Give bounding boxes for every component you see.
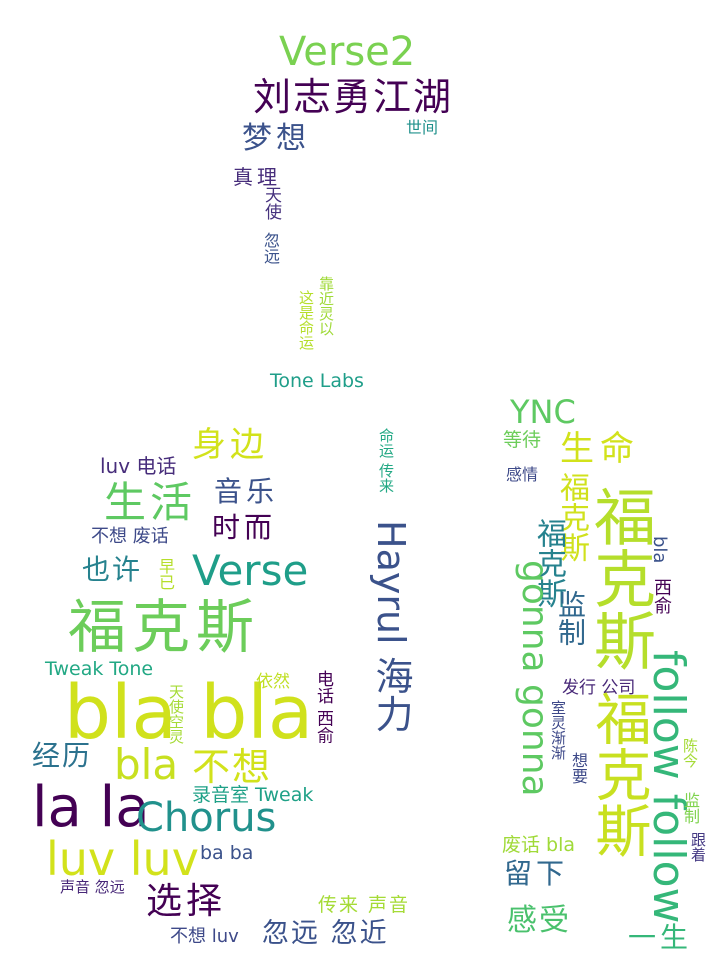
word-want: 想要 xyxy=(569,752,588,784)
word-spirit-gradual: 室灵渐渐 xyxy=(549,700,567,760)
word-phone-xiyu: 电话 西俞 xyxy=(313,670,333,744)
word-follow: follow follow xyxy=(643,650,694,924)
word-music: 音乐 xyxy=(214,475,279,508)
word-beside: 身边 xyxy=(192,425,268,465)
word-chorus: Chorus xyxy=(136,795,277,841)
word-fox-1: 福克斯 xyxy=(554,472,589,562)
word-nonsense-bla: 废话 bla xyxy=(502,834,576,856)
word-bla-right: bla xyxy=(649,536,670,564)
word-produce-1: 监制 xyxy=(554,590,587,646)
word-produce-2: 监制 xyxy=(681,792,700,824)
word-tone-labs: Tone Labs xyxy=(270,370,364,392)
word-far-near: 忽远 忽近 xyxy=(262,918,389,949)
word-fox-3: 福克斯 xyxy=(583,485,656,671)
word-xiyu-right: 西俞 xyxy=(651,578,672,614)
word-ync: YNC xyxy=(510,393,576,431)
word-verse2: Verse2 xyxy=(279,29,416,75)
word-life: 生命 xyxy=(560,429,640,469)
word-bla-bla: bla bla xyxy=(64,670,314,756)
word-follow-along: 跟着 xyxy=(689,832,707,862)
word-fate: 这是命运 xyxy=(297,290,315,350)
word-dont-want-luv: 不想 luv xyxy=(170,926,239,947)
word-world: 世间 xyxy=(406,118,439,137)
word-hayrul: Hayrul 海力 xyxy=(369,520,413,733)
word-luv-phone: luv 电话 xyxy=(100,454,177,478)
word-far: 忽远 xyxy=(261,232,280,264)
word-feel: 感受 xyxy=(507,903,571,938)
word-choose: 选择 xyxy=(146,881,227,922)
word-dream: 梦想 xyxy=(242,121,310,156)
word-gonna: gonna gonna xyxy=(514,560,555,797)
word-feeling: 感情 xyxy=(506,465,539,484)
word-studio-tweak: 录音室 Tweak xyxy=(192,784,314,806)
word-wait: 等待 xyxy=(503,429,542,451)
word-stay: 留下 xyxy=(504,857,569,890)
word-angel: 天使 xyxy=(261,186,281,220)
word-liuzhiyong-jianghu: 刘志勇江湖 xyxy=(253,75,454,119)
word-tweak-tone: Tweak Tone xyxy=(45,658,154,680)
word-lifetime: 一生 xyxy=(628,921,693,954)
word-la-la: la la xyxy=(32,775,150,840)
word-fox-4: 福克斯 xyxy=(586,690,651,858)
word-living: 生活 xyxy=(104,478,197,527)
word-experience: 经历 xyxy=(32,739,93,772)
word-already: 早已 xyxy=(156,558,175,590)
word-sometimes: 时而 xyxy=(212,511,277,544)
word-release-company: 发行 公司 xyxy=(562,678,636,698)
word-chen-jin: 陈今 xyxy=(681,738,699,768)
word-fox-2: 福克斯 xyxy=(531,518,566,608)
word-bla-mid: bla xyxy=(114,740,179,789)
word-near-spirit: 靠近灵以 xyxy=(317,276,335,336)
word-dont-want: 不想 xyxy=(192,745,273,789)
word-truth: 真理 xyxy=(233,165,281,189)
word-luv-luv: luv luv xyxy=(46,832,199,886)
word-dont-want-nonsense: 不想 废话 xyxy=(91,526,169,547)
word-voice-comes: 传来 声音 xyxy=(318,894,411,916)
word-voice-far: 声音 忽远 xyxy=(60,878,125,896)
word-still: 依然 xyxy=(256,672,290,692)
word-ba-ba: ba ba xyxy=(200,842,254,864)
word-angel-ethereal: 天使空灵 xyxy=(167,684,185,744)
word-verse: Verse xyxy=(192,546,309,595)
word-maybe: 也许 xyxy=(82,553,143,586)
word-fate-comes: 命运 传来 xyxy=(377,428,395,493)
word-fox-left: 福克斯 xyxy=(68,593,261,661)
